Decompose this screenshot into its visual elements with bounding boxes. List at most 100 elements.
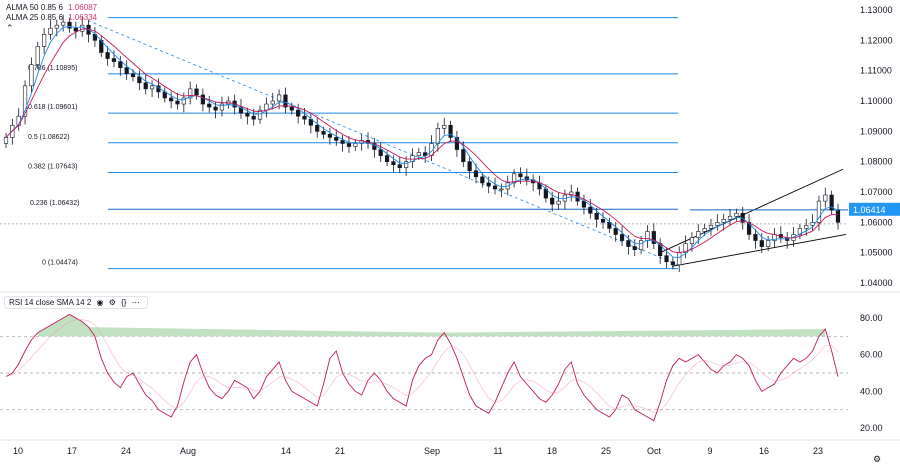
candle-body: [35, 46, 40, 65]
candle-body: [404, 161, 409, 169]
candle-body: [169, 97, 174, 102]
time-tick-label: 24: [121, 446, 131, 456]
candle-body: [708, 225, 714, 229]
candle-body: [219, 103, 225, 111]
candle-body: [816, 200, 822, 223]
candle-body: [276, 94, 282, 102]
candle-body: [734, 212, 739, 217]
candle-body: [594, 212, 599, 220]
time-tick-label: 21: [335, 446, 345, 456]
candle-body: [486, 182, 491, 187]
candle-body: [454, 137, 460, 150]
candle-body: [296, 109, 301, 117]
price-tick-label: 1.07000: [860, 187, 893, 197]
candle-body: [416, 152, 421, 156]
current-price-badge: [849, 202, 900, 216]
downtrend-line: [87, 20, 679, 266]
settings-icon[interactable]: ⚙: [108, 298, 116, 307]
candle-body: [480, 176, 485, 184]
alma-legend[interactable]: ALMA 50 0.85 6 1.06087 ALMA 25 0.85 6 1.…: [6, 3, 100, 33]
candle-body: [753, 234, 758, 241]
time-tick-label: Aug: [180, 446, 196, 456]
candle-body: [149, 85, 155, 90]
chevron-up-icon[interactable]: ⌃: [6, 23, 14, 33]
candle-body: [727, 215, 733, 220]
candle-body: [346, 143, 352, 147]
candle-body: [651, 231, 656, 244]
settings-icon[interactable]: ⚙: [873, 454, 882, 464]
time-tick-label: Oct: [647, 446, 662, 456]
channel-lower-line: [671, 234, 847, 267]
candle-body: [473, 170, 479, 178]
candle-body: [613, 228, 618, 235]
candle-body: [130, 73, 136, 78]
time-tick-label: Sep: [424, 446, 440, 456]
price-tick-label: 1.12000: [860, 35, 893, 45]
candle-body: [334, 137, 339, 141]
rsi-tick-label: 40.00: [860, 386, 883, 396]
time-tick-label: 18: [547, 446, 557, 456]
candle-body: [213, 106, 218, 111]
candle-body: [626, 240, 631, 247]
candle-body: [315, 124, 320, 132]
candle-body: [588, 206, 593, 214]
candle-body: [188, 88, 193, 99]
fib-level-label: 0 (1.04474): [42, 260, 78, 267]
time-tick-label: 14: [281, 446, 291, 456]
candle-body: [619, 234, 625, 241]
candle-body: [683, 243, 688, 253]
candle-body: [238, 106, 244, 114]
rsi-legend[interactable]: RSI 14 close SMA 14 2 ◉ ⚙ {} ⋯: [4, 296, 148, 309]
candle-body: [556, 200, 561, 205]
candle-body: [689, 237, 695, 244]
candle-body: [61, 21, 66, 26]
candle-body: [829, 194, 834, 211]
candle-body: [835, 209, 841, 223]
candle-body: [677, 252, 682, 266]
candle-body: [518, 173, 523, 178]
fibonacci-retracement[interactable]: 0.786 (1.10895) 0.618 (1.09601) 0.5 (1.086…: [0, 17, 848, 270]
price-tick-label: 1.11000: [860, 66, 892, 76]
code-icon[interactable]: {}: [121, 298, 127, 307]
candle-body: [696, 231, 701, 238]
candle-body: [175, 100, 180, 105]
rsi-tick-label: 80.00: [860, 313, 883, 323]
candle-body: [359, 140, 364, 144]
candle-body: [207, 103, 212, 108]
rsi-label: RSI 14 close SMA 14 2: [9, 298, 92, 307]
candle-body: [264, 103, 269, 111]
candle-body: [105, 52, 110, 59]
fib-level-label: 0.786 (1.10895): [28, 65, 77, 72]
candle-body: [137, 76, 142, 84]
alma-50-label: ALMA 50 0.85 6: [6, 3, 63, 12]
price-series: [3, 14, 841, 273]
eye-icon[interactable]: ◉: [96, 298, 104, 307]
candle-body: [48, 27, 53, 35]
fib-level-label: 0.382 (1.07643): [28, 163, 77, 170]
price-tick-label: 1.09000: [860, 126, 893, 136]
time-tick-label: 10: [13, 446, 23, 456]
price-tick-label: 1.05000: [860, 248, 893, 258]
candle-body: [581, 200, 587, 208]
candle-body: [283, 94, 288, 108]
current-price-label: 1.06414: [853, 205, 886, 215]
rsi-sma-line: [5, 319, 839, 413]
candle-body: [804, 225, 809, 229]
more-icon[interactable]: ⋯: [131, 298, 140, 307]
fib-level-label: 0.5 (1.08622): [28, 134, 70, 141]
trend-lines[interactable]: [87, 20, 848, 267]
alma-25-row: ALMA 25 0.85 6 1.06334: [6, 13, 100, 23]
price-tick-label: 1.06000: [860, 217, 893, 227]
candle-body: [632, 246, 637, 250]
candle-body: [118, 61, 123, 68]
candle-body: [3, 137, 9, 144]
candle-body: [550, 197, 555, 205]
time-tick-label: 17: [67, 446, 77, 456]
candle-body: [289, 106, 294, 111]
candle-body: [378, 149, 383, 156]
fib-level-label: 0.618 (1.09601): [28, 104, 77, 111]
alma-25-label: ALMA 25 0.85 6: [6, 13, 63, 22]
alma-50-row: ALMA 50 0.85 6 1.06087: [6, 3, 100, 13]
candle-body: [111, 58, 117, 62]
